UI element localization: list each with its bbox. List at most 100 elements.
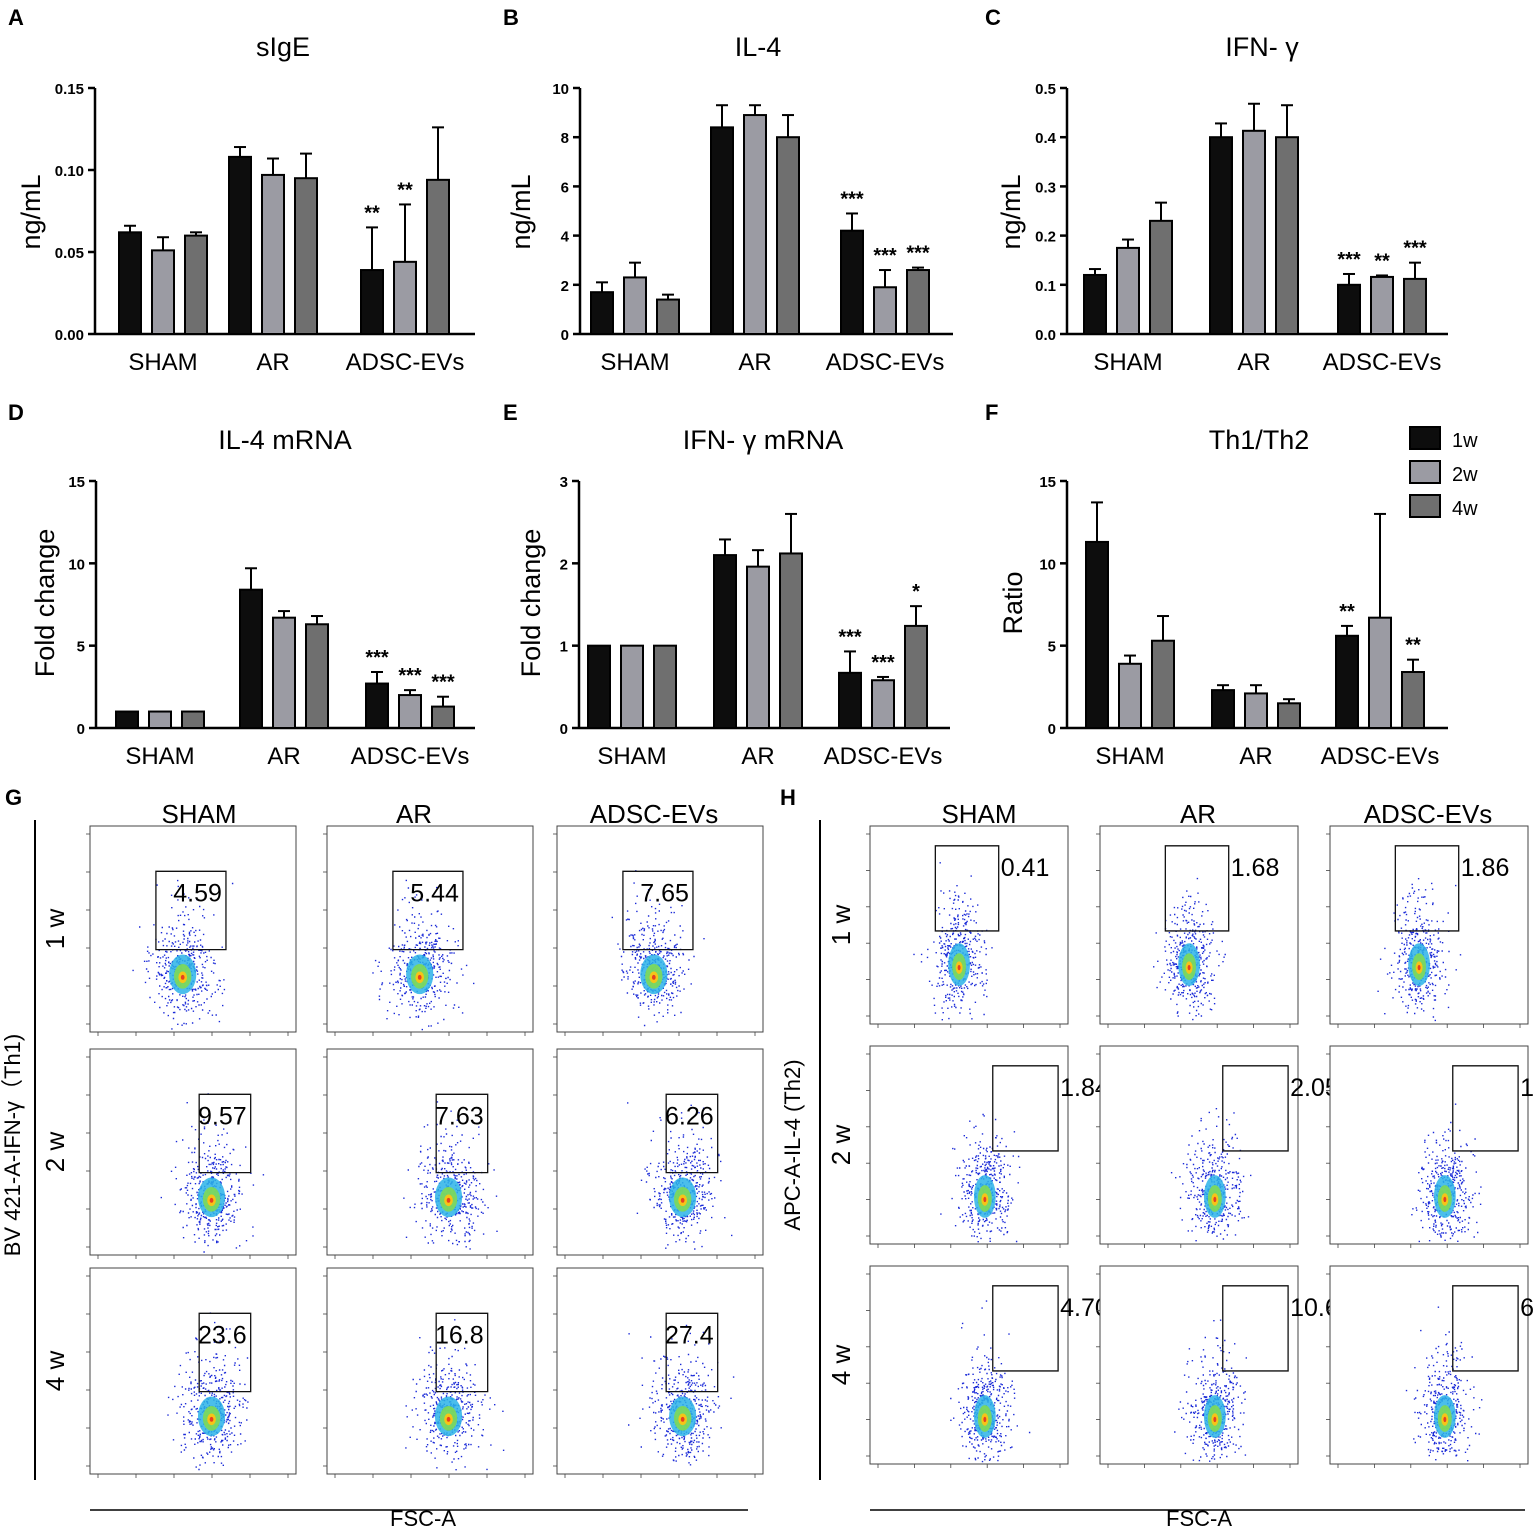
bar-4w [653, 644, 677, 730]
y-tick-label: 0 [1048, 721, 1056, 738]
gate-percentage: 6.26 [665, 1102, 714, 1130]
bar-2w [623, 276, 647, 336]
row-label: 2 w [40, 1132, 70, 1173]
bar-1w [838, 671, 862, 730]
row-label: 1 w [40, 909, 70, 950]
flow-plot: 27.4 [553, 1267, 764, 1478]
bar-2w [151, 249, 175, 335]
legend-label: 4w [1452, 498, 1478, 520]
bar-1w [115, 710, 139, 729]
significance-mark: *** [906, 243, 930, 265]
significance-mark: *** [431, 672, 455, 694]
legend-swatch-4w [1409, 494, 1441, 518]
density-max [983, 1416, 987, 1423]
flow-plot: 1.84 [866, 1045, 1109, 1248]
chart-title: IFN- γ mRNA [683, 425, 843, 455]
gate-box [1452, 1285, 1519, 1372]
bar-2w [261, 173, 285, 335]
density-max [209, 1416, 214, 1422]
flow-panel-h: H FSC-A APC-A-IL-4 (Th2) SHAM AR ADSC-EVs 1 w 2… [780, 785, 1535, 1531]
y-tick-label: 0.2 [1035, 229, 1056, 246]
gate-percentage: 0.41 [1001, 854, 1050, 882]
bar-2w [743, 114, 767, 335]
bar-4w [1149, 219, 1173, 335]
density-max [446, 1416, 451, 1422]
panel-letter: F [985, 400, 998, 425]
y-axis-label: Fold change [30, 529, 60, 678]
plot-frame [556, 825, 764, 1033]
chart-title: IL-4 [735, 32, 782, 62]
significance-mark: *** [871, 652, 895, 674]
x-tick-label: SHAM [1095, 743, 1164, 770]
column-label: SHAM [161, 799, 236, 829]
gate-box [392, 870, 464, 951]
gate-box [435, 1312, 489, 1393]
plot-frame [326, 825, 534, 1033]
plot-frame [869, 825, 1069, 1025]
y-tick-label: 0.5 [1035, 81, 1056, 98]
gate-box [198, 1093, 252, 1174]
chart-title: IL-4 mRNA [218, 425, 352, 455]
density-max [417, 974, 422, 980]
flow-plot: 7.65 [553, 825, 764, 1036]
bar-1w [590, 291, 614, 335]
bar-2w [620, 644, 644, 730]
y-tick-label: 0.3 [1035, 179, 1056, 196]
column-label: AR [1180, 799, 1216, 829]
gate-box [665, 1312, 719, 1393]
y-tick-label: 0 [561, 327, 569, 344]
significance-mark: ** [364, 202, 380, 224]
bar-1w [360, 269, 384, 336]
panel-letter: C [985, 5, 1001, 30]
flow-plot: 0.41 [866, 825, 1069, 1028]
gate-percentage: 1.76 [1520, 1074, 1535, 1102]
row-label: 4 w [826, 1345, 856, 1386]
y-tick-label: 10 [552, 81, 569, 98]
bar-2w [272, 616, 296, 730]
bar-4w [906, 269, 930, 336]
row-label: 1 w [826, 905, 856, 946]
flow-panel-g: G FSC-A BV 421-A-IFN-γ（Th1) SHAM AR ADSC-EVs 1… [0, 785, 764, 1531]
plot-frame [556, 1267, 764, 1475]
x-tick-label: AR [1237, 349, 1270, 376]
bar-2w [1116, 246, 1140, 335]
bar-chart-b: B IL-4 ng/mL 0 2 4 6 8 10 SHAM AR ADSC-EVs *** *** *** [503, 5, 953, 376]
significance-mark: *** [365, 647, 389, 669]
panel-letter: H [780, 785, 796, 810]
y-tick-label: 0.05 [55, 245, 84, 262]
x-tick-label: ADSC-EVs [826, 349, 945, 376]
plot-frame [1329, 1045, 1529, 1245]
x-axis-label: FSC-A [1166, 1506, 1232, 1531]
legend-swatch-1w [1409, 426, 1441, 450]
x-tick-label: SHAM [1093, 349, 1162, 376]
bar-4w [181, 710, 205, 729]
bar-2w [871, 679, 895, 729]
gate-percentage: 1.68 [1231, 854, 1280, 882]
gate-box [435, 1093, 489, 1174]
bar-1w [1083, 273, 1107, 335]
flow-plot: 4.70 [866, 1265, 1109, 1468]
x-tick-label: ADSC-EVs [824, 743, 943, 770]
chart-title: IFN- γ [1225, 32, 1299, 62]
y-tick-label: 0.1 [1035, 278, 1056, 295]
x-axis-label: FSC-A [390, 1506, 456, 1531]
x-tick-label: AR [738, 349, 771, 376]
bar-4w [1403, 277, 1427, 335]
chart-title: sIgE [256, 32, 310, 62]
bar-1w [228, 155, 252, 335]
density-max [983, 1196, 987, 1203]
bar-4w [1275, 136, 1299, 335]
significance-mark: * [912, 581, 920, 603]
gate-box [155, 870, 227, 951]
density-max [1443, 1416, 1447, 1423]
gate-percentage: 7.65 [640, 879, 689, 907]
column-label: SHAM [941, 799, 1016, 829]
y-tick-label: 0.10 [55, 163, 84, 180]
significance-mark: *** [1403, 238, 1427, 260]
y-tick-label: 5 [77, 639, 85, 656]
flow-plot: 4.59 [86, 825, 297, 1036]
bar-2w [873, 286, 897, 336]
gate-box [992, 1285, 1059, 1372]
bar-4w [1151, 639, 1175, 730]
legend-swatch-2w [1409, 460, 1441, 484]
